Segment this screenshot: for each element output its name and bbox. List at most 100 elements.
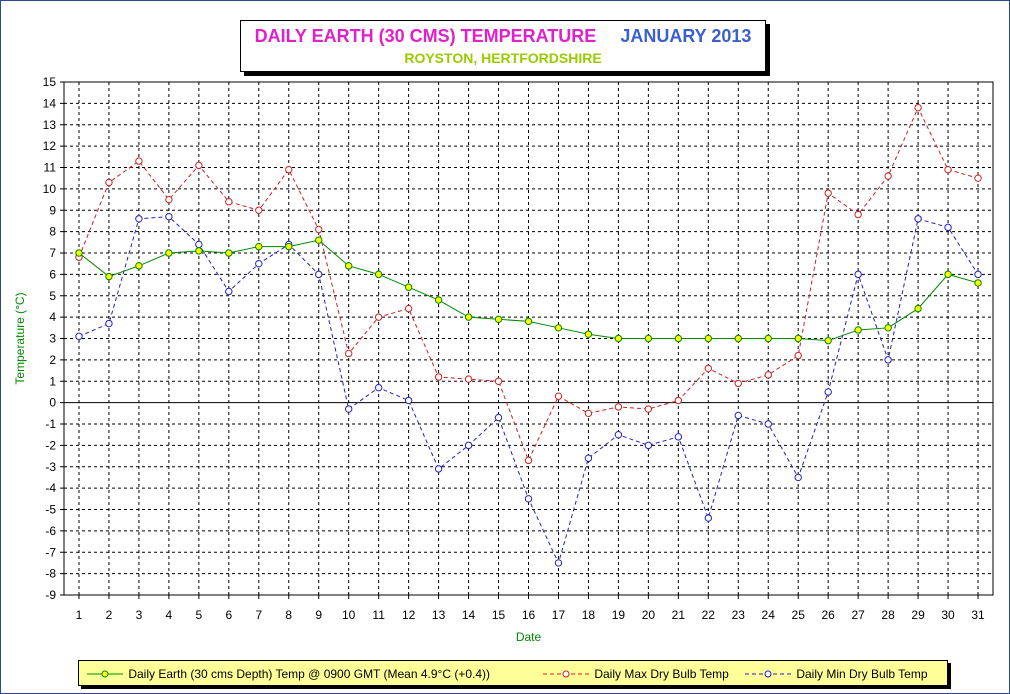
point-min [644, 441, 653, 450]
x-tick-label: 28 [881, 608, 895, 622]
point-min [584, 454, 593, 462]
point-earth [854, 326, 862, 334]
point-max [404, 304, 413, 313]
point-earth [524, 317, 533, 326]
x-tick-label: 24 [762, 608, 776, 622]
y-tick-label: 5 [49, 289, 56, 303]
y-tick-label: -9 [45, 588, 56, 602]
x-tick-label: 20 [642, 608, 656, 622]
point-max [255, 206, 263, 214]
point-min [854, 270, 862, 279]
x-tick-label: 15 [492, 608, 506, 622]
point-earth [674, 334, 683, 343]
point-min [704, 514, 713, 522]
x-tick-label: 30 [941, 608, 955, 622]
x-tick-label: 10 [342, 608, 356, 622]
point-max [374, 313, 383, 321]
point-earth [944, 270, 952, 279]
y-tick-label: 0 [49, 396, 56, 410]
point-min [734, 411, 742, 420]
point-max [974, 174, 982, 182]
point-earth [494, 315, 503, 323]
point-max [225, 198, 233, 206]
point-min [914, 215, 922, 223]
point-min [75, 332, 83, 341]
legend-max-swatch [543, 670, 589, 678]
point-min [225, 287, 233, 296]
point-max [914, 103, 922, 112]
x-tick-label: 19 [612, 608, 626, 622]
point-earth [884, 324, 892, 332]
x-tick-label: 29 [911, 608, 925, 622]
y-tick-label: 13 [43, 118, 57, 132]
y-axis-label: Temperature (°C) [13, 292, 27, 384]
x-tick-label: 13 [432, 608, 446, 622]
point-max [105, 178, 113, 187]
legend-min-label: Daily Min Dry Bulb Temp [796, 666, 928, 681]
chart-subtitle: ROYSTON, HERTFORDSHIRE [404, 50, 602, 66]
x-tick-label: 7 [255, 608, 262, 622]
point-min [195, 240, 203, 249]
point-min [884, 356, 892, 364]
point-min [315, 270, 323, 279]
y-tick-label: -4 [45, 481, 56, 495]
point-min [464, 441, 473, 450]
point-max [464, 375, 473, 383]
point-earth [165, 249, 173, 257]
x-tick-label: 18 [582, 608, 596, 622]
point-max [584, 409, 593, 418]
point-min [165, 212, 173, 221]
point-max [794, 351, 802, 360]
point-max [434, 373, 443, 381]
y-tick-label: 3 [49, 332, 56, 346]
point-max [195, 161, 203, 170]
point-min [404, 396, 413, 405]
x-tick-label: 3 [136, 608, 143, 622]
x-tick-label: 8 [285, 608, 292, 622]
legend-min: Daily Min Dry Bulb Temp [743, 666, 928, 681]
point-min [974, 270, 982, 279]
x-tick-label: 4 [166, 608, 173, 622]
point-earth [974, 279, 982, 287]
point-earth [794, 334, 802, 343]
y-tick-label: -2 [45, 438, 56, 452]
point-earth [824, 336, 832, 345]
y-tick-label: 10 [43, 182, 57, 196]
point-max [854, 210, 862, 219]
x-tick-label: 25 [792, 608, 806, 622]
x-tick-label: 11 [372, 608, 385, 622]
point-max [764, 371, 772, 379]
point-max [344, 349, 353, 358]
x-tick-label: 1 [76, 608, 83, 622]
point-earth [914, 304, 922, 313]
title-main: DAILY EARTH (30 CMS) TEMPERATURE [254, 26, 597, 46]
point-earth [374, 270, 383, 279]
point-max [824, 189, 832, 197]
x-tick-label: 31 [971, 608, 985, 622]
y-tick-label: -6 [45, 524, 56, 538]
point-earth [644, 334, 653, 343]
point-earth [404, 283, 413, 291]
point-min [824, 388, 832, 396]
x-tick-label: 16 [522, 608, 536, 622]
point-max [644, 405, 653, 413]
legend-earth-label: Daily Earth (30 cms Depth) Temp @ 0900 G… [128, 666, 491, 681]
point-earth [315, 236, 323, 244]
y-tick-label: 9 [49, 203, 56, 217]
point-earth [225, 249, 233, 257]
point-min [434, 465, 443, 473]
point-earth [105, 272, 113, 281]
point-earth [255, 242, 263, 251]
chart-legend: Daily Earth (30 cms Depth) Temp @ 0900 G… [78, 660, 948, 686]
y-tick-label: 1 [49, 374, 56, 388]
point-earth [464, 313, 473, 321]
point-max [494, 377, 503, 385]
point-min [135, 215, 143, 223]
x-tick-label: 2 [106, 608, 113, 622]
y-tick-label: -8 [45, 567, 56, 581]
point-max [315, 225, 323, 234]
y-tick-label: -1 [45, 417, 56, 431]
point-min [494, 413, 503, 422]
y-tick-label: 12 [43, 139, 57, 153]
point-max [704, 364, 713, 373]
